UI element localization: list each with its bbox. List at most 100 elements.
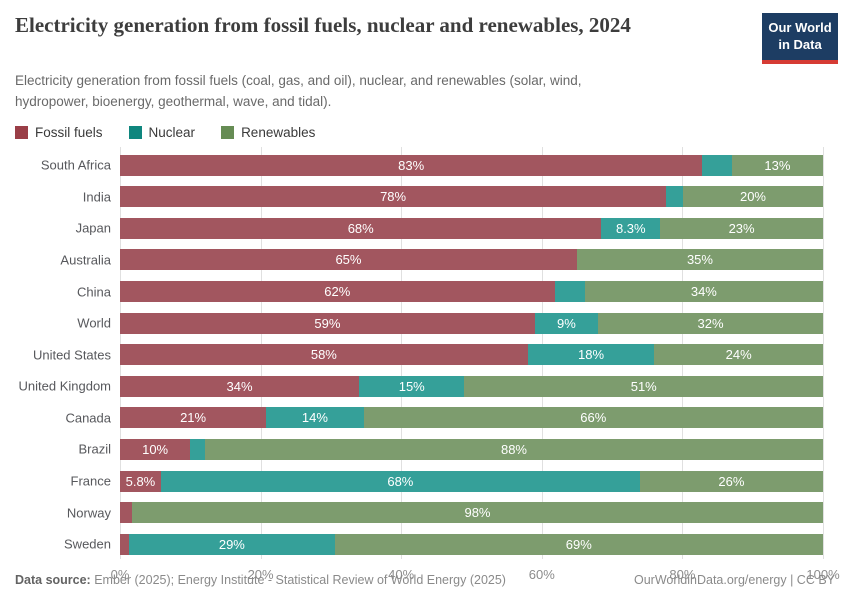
bar-segment-nuclear[interactable]: 14% [266,407,364,429]
bar-value-label: 68% [347,220,374,236]
bar-segment-renewables[interactable]: 51% [464,375,823,397]
bar-segment-fossil-fuels[interactable]: 68% [120,217,602,239]
bar-row-brazil: Brazil 10% 88% [78,438,823,460]
bar-row-india: India 78% 20% [83,186,823,208]
category-label: Japan [75,220,111,236]
bar-value-label: 88% [500,441,527,457]
bar-segment-renewables[interactable]: 13% [731,154,823,176]
bar-track: 34% 15% 51% [120,375,823,397]
bar-segment-nuclear[interactable] [666,186,683,208]
bar-value-label: 9% [557,315,576,331]
bar-segment-renewables[interactable]: 23% [660,217,823,239]
owid-logo: Our World in Data [762,13,838,64]
bar-value-label: 26% [718,473,745,489]
bar-segment-nuclear[interactable]: 15% [359,375,465,397]
bar-track: 68% 8.3% 23% [120,217,823,239]
bar-value-label: 21% [180,410,207,426]
bar-value-label: 78% [380,189,407,205]
bar-track: 29% 69% [120,533,823,555]
category-label: France [70,473,111,489]
bar-value-label: 32% [697,315,724,331]
bar-value-label: 51% [630,378,657,394]
bar-segment-fossil-fuels[interactable]: 21% [120,407,267,429]
chart-subtitle: Electricity generation from fossil fuels… [15,72,582,109]
x-axis-tick-label: 80% [669,566,696,582]
category-label: World [77,315,111,331]
bar-segment-fossil-fuels[interactable] [120,533,130,555]
bar-segment-nuclear[interactable]: 9% [534,312,599,334]
bar-rows: South Africa 83% 13% India 78% 20% Japan 68% 8.3… [19,147,823,555]
x-axis-tick-label: 60% [528,566,555,582]
bar-value-label: 35% [686,252,713,268]
bar-row-united-kingdom: United Kingdom 34% 15% 51% [19,375,823,397]
bar-segment-fossil-fuels[interactable]: 59% [120,312,535,334]
bar-segment-nuclear[interactable]: 8.3% [601,217,661,239]
bar-segment-renewables[interactable]: 35% [576,249,823,271]
bar-segment-nuclear[interactable] [702,154,732,176]
legend-swatch-icon [15,125,28,139]
category-label: Norway [66,505,111,521]
bar-row-sweden: Sweden 29% 69% [64,533,823,555]
bar-segment-fossil-fuels[interactable]: 34% [120,375,360,397]
bar-segment-renewables[interactable]: 26% [639,470,823,492]
bar-value-label: 58% [310,347,337,363]
x-axis-tick-label: 40% [388,566,415,582]
bar-value-label: 34% [226,378,253,394]
owid-logo-line1: Our World [768,20,832,35]
bar-segment-fossil-fuels[interactable]: 78% [120,186,667,208]
bar-segment-fossil-fuels[interactable]: 10% [120,438,191,460]
bar-segment-renewables[interactable]: 98% [131,502,823,524]
bar-value-label: 83% [398,157,425,173]
bar-row-united-states: United States 58% 18% 24% [33,344,823,366]
bar-track: 78% 20% [120,186,823,208]
bar-segment-fossil-fuels[interactable]: 65% [120,249,577,271]
bar-segment-fossil-fuels[interactable]: 58% [120,344,528,366]
legend-swatch-icon [221,125,235,139]
bar-row-canada: Canada 21% 14% 66% [65,407,823,429]
bar-segment-nuclear[interactable] [554,281,585,302]
bar-value-label: 24% [725,347,752,363]
category-label: United Kingdom [18,378,112,394]
bar-value-label: 8.3% [615,220,646,236]
bar-segment-nuclear[interactable]: 18% [527,344,655,366]
bar-segment-renewables[interactable]: 32% [598,312,823,334]
bar-segment-renewables[interactable]: 24% [654,344,823,366]
bar-segment-fossil-fuels[interactable]: 5.8% [120,470,161,492]
bar-segment-fossil-fuels[interactable] [120,502,132,524]
bar-segment-nuclear[interactable]: 68% [160,470,640,492]
bar-segment-renewables[interactable]: 66% [363,407,823,429]
page-title: Electricity generation from fossil fuels… [15,13,631,37]
bar-segment-nuclear[interactable]: 29% [129,533,335,555]
bar-value-label: 29% [218,536,245,552]
bar-value-label: 62% [324,284,351,299]
bar-value-label: 34% [690,284,717,299]
legend-label: Fossil fuels [35,124,103,140]
x-axis-tick-label: 20% [247,566,274,582]
bar-segment-renewables[interactable]: 20% [682,186,823,208]
data-source-text: Ember (2025); Energy Institute - Statist… [90,573,506,587]
bar-track: 65% 35% [120,249,823,271]
bar-row-south-africa: South Africa 83% 13% [41,154,823,176]
bar-row-australia: Australia 65% 35% [60,249,823,271]
bar-segment-renewables[interactable]: 34% [584,281,823,302]
bar-row-norway: Norway 98% [67,502,823,524]
x-axis-tick-label: 0% [110,566,130,582]
bar-segment-renewables[interactable]: 69% [334,533,823,555]
bar-value-label: 98% [464,505,491,521]
data-source: Data source: Ember (2025); Energy Instit… [15,573,506,587]
bar-value-label: 18% [577,347,605,363]
bar-track: 62% 34% [120,281,823,302]
bar-track: 59% 9% 32% [120,312,823,334]
credit-link[interactable]: OurWorldinData.org/energy | CC BY [633,573,835,587]
bar-segment-fossil-fuels[interactable]: 83% [120,154,703,176]
bar-segment-fossil-fuels[interactable]: 62% [120,281,555,302]
bar-segment-renewables[interactable]: 88% [204,438,823,460]
bar-value-label: 59% [314,315,341,331]
bar-value-label: 14% [301,410,328,426]
category-label: China [77,284,111,299]
bar-segment-nuclear[interactable] [190,438,205,460]
legend: Fossil fuels Nuclear Renewables [15,125,850,140]
bar-track: 10% 88% [120,438,823,460]
bar-track: 21% 14% 66% [120,407,823,429]
